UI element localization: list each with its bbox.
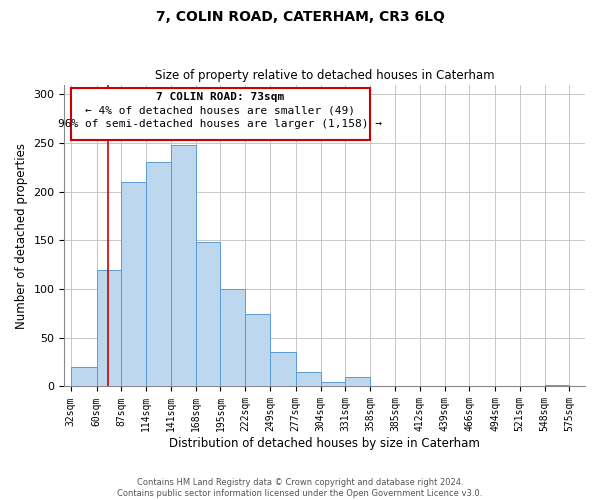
Text: ← 4% of detached houses are smaller (49): ← 4% of detached houses are smaller (49) [85, 106, 355, 116]
Text: 96% of semi-detached houses are larger (1,158) →: 96% of semi-detached houses are larger (… [58, 118, 382, 128]
Bar [71, 367, 97, 386]
Text: Contains HM Land Registry data © Crown copyright and database right 2024.
Contai: Contains HM Land Registry data © Crown c… [118, 478, 482, 498]
Bar [245, 314, 270, 386]
Bar [171, 145, 196, 386]
Bar [270, 352, 296, 386]
Bar [196, 242, 220, 386]
Bar [97, 270, 121, 386]
Y-axis label: Number of detached properties: Number of detached properties [15, 142, 28, 328]
Bar [545, 384, 569, 386]
Bar [296, 372, 320, 386]
Text: 7 COLIN ROAD: 73sqm: 7 COLIN ROAD: 73sqm [157, 92, 284, 102]
Text: 7, COLIN ROAD, CATERHAM, CR3 6LQ: 7, COLIN ROAD, CATERHAM, CR3 6LQ [155, 10, 445, 24]
Bar [346, 376, 370, 386]
Title: Size of property relative to detached houses in Caterham: Size of property relative to detached ho… [155, 69, 494, 82]
Bar [220, 289, 245, 386]
Bar [146, 162, 171, 386]
X-axis label: Distribution of detached houses by size in Caterham: Distribution of detached houses by size … [169, 437, 480, 450]
Bar [320, 382, 346, 386]
Bar [121, 182, 146, 386]
Bar [71, 88, 370, 140]
